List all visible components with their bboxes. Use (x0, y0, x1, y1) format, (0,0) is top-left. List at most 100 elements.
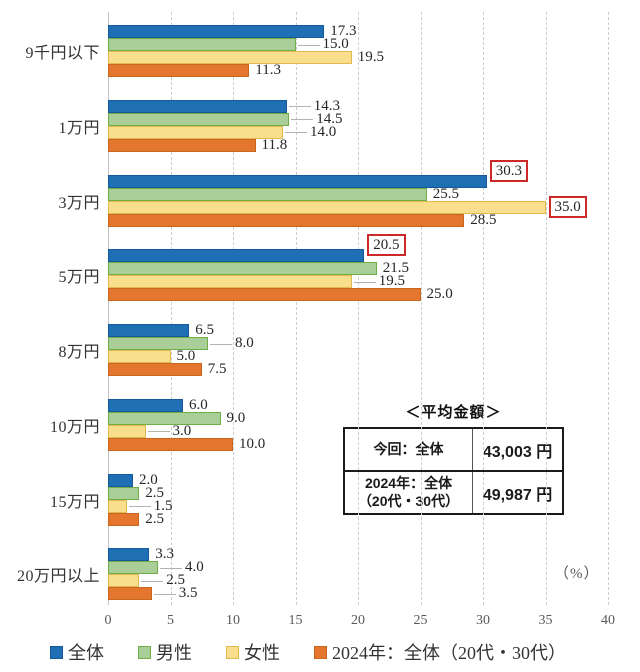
x-axis-tick-label: 40 (601, 613, 615, 628)
leader-line (147, 431, 170, 433)
legend-item-dansei: 男性 (138, 639, 192, 665)
value-label: 8.0 (235, 335, 254, 351)
table-row-value: 49,987 円 (472, 470, 564, 515)
value-label: 17.3 (330, 23, 357, 39)
gridline (233, 12, 234, 605)
category-label: 5万円 (58, 269, 100, 287)
leader-line (291, 119, 314, 121)
value-label: 6.5 (195, 322, 214, 338)
category-label: 8万円 (58, 344, 100, 361)
leader-line (210, 343, 232, 345)
value-label: 9.0 (226, 409, 246, 426)
value-label: 7.5 (207, 361, 227, 377)
x-axis-tick-label: 35 (538, 613, 553, 628)
value-label-highlighted: 20.5 (367, 234, 406, 257)
table-row-label: 2024年：全体 （20代・30代） (343, 470, 474, 515)
value-label: 3.3 (155, 546, 174, 563)
leader-line (141, 580, 164, 582)
value-label: 2.5 (166, 572, 185, 589)
x-axis-tick-label: 25 (413, 613, 428, 628)
bar (108, 213, 465, 227)
bar (108, 512, 140, 526)
average-amount-panel: ＜平均金額＞ 今回：全体 43,003 円 2024年：全体 （20代・30代）… (343, 401, 564, 515)
gridline (545, 12, 547, 605)
leader-line (160, 567, 182, 569)
legend-item-zentai: 全体 (50, 639, 104, 665)
value-label: 25.0 (426, 286, 453, 303)
bar (108, 99, 287, 113)
bar (108, 275, 352, 289)
x-axis-tick-label: 15 (288, 613, 303, 628)
value-label: 3.0 (172, 422, 192, 439)
bar (108, 112, 290, 126)
value-label: 6.0 (189, 396, 208, 413)
bar (108, 64, 250, 77)
bar (108, 25, 325, 38)
bar (108, 174, 487, 188)
value-label: 11.8 (261, 136, 288, 153)
value-label: 14.0 (310, 123, 337, 140)
gridline (420, 12, 422, 605)
bar (108, 288, 421, 302)
bar (108, 486, 140, 500)
bar (108, 398, 183, 412)
legend-swatch-icon (226, 645, 239, 659)
x-axis-tick-label: 30 (476, 613, 490, 628)
bar (108, 51, 352, 64)
legend-label: 2024年：全体（20代・30代） (332, 643, 566, 663)
value-label: 28.5 (470, 211, 497, 228)
gridline (108, 12, 109, 605)
category-label: 3万円 (58, 194, 100, 212)
leader-line (285, 132, 307, 134)
value-label: 1.5 (153, 497, 173, 514)
gridline (358, 12, 359, 605)
value-label: 2.0 (139, 471, 158, 488)
legend-label: 全体 (68, 643, 104, 663)
bar (108, 499, 127, 513)
bar (108, 125, 283, 139)
bar (108, 363, 202, 376)
average-amount-title: ＜平均金額＞ (405, 404, 502, 421)
axis-unit-label: （%） (554, 566, 600, 582)
legend-item-2024-zentai: 2024年：全体（20代・30代） (314, 639, 566, 665)
leader-line (128, 506, 151, 507)
x-axis-tick-label: 5 (167, 613, 174, 628)
bar (108, 38, 296, 51)
value-label-highlighted: 35.0 (548, 195, 587, 218)
gridline (483, 12, 484, 605)
value-label: 15.0 (322, 36, 349, 52)
gridline (608, 12, 609, 605)
category-label: 15万円 (49, 493, 100, 511)
category-label: 10万円 (49, 418, 100, 436)
value-label: 25.5 (432, 185, 459, 202)
value-label: 10.0 (239, 435, 266, 452)
value-label: 4.0 (185, 559, 204, 576)
x-axis-tick-label: 20 (351, 613, 365, 628)
category-label: 20万円以上 (16, 568, 100, 586)
table-row-label: 今回：全体 (343, 427, 474, 472)
bar (108, 200, 546, 214)
leader-line (288, 106, 311, 108)
legend-swatch-icon (138, 645, 151, 659)
gridline (295, 12, 297, 605)
x-axis-tick-label: 0 (104, 613, 112, 628)
category-label: 9千円以下 (25, 45, 100, 62)
legend-swatch-icon (50, 645, 63, 659)
bar (108, 424, 146, 438)
bar (108, 337, 208, 350)
value-label: 5.0 (176, 348, 196, 364)
value-label: 2.5 (145, 484, 164, 501)
average-amount-table: 今回：全体 43,003 円 2024年：全体 （20代・30代） 49,987… (343, 427, 564, 515)
value-label: 11.3 (255, 62, 281, 78)
chart-legend: 全体 男性 女性 2024年：全体（20代・30代） (50, 639, 566, 665)
bar (108, 473, 133, 487)
table-row-value: 43,003 円 (472, 427, 564, 472)
legend-swatch-icon (314, 645, 327, 659)
table-row: 2024年：全体 （20代・30代） 49,987 円 (343, 470, 564, 515)
value-label: 19.5 (378, 273, 405, 290)
bar (108, 350, 171, 363)
leader-line (297, 44, 320, 46)
value-label: 14.5 (316, 110, 343, 127)
